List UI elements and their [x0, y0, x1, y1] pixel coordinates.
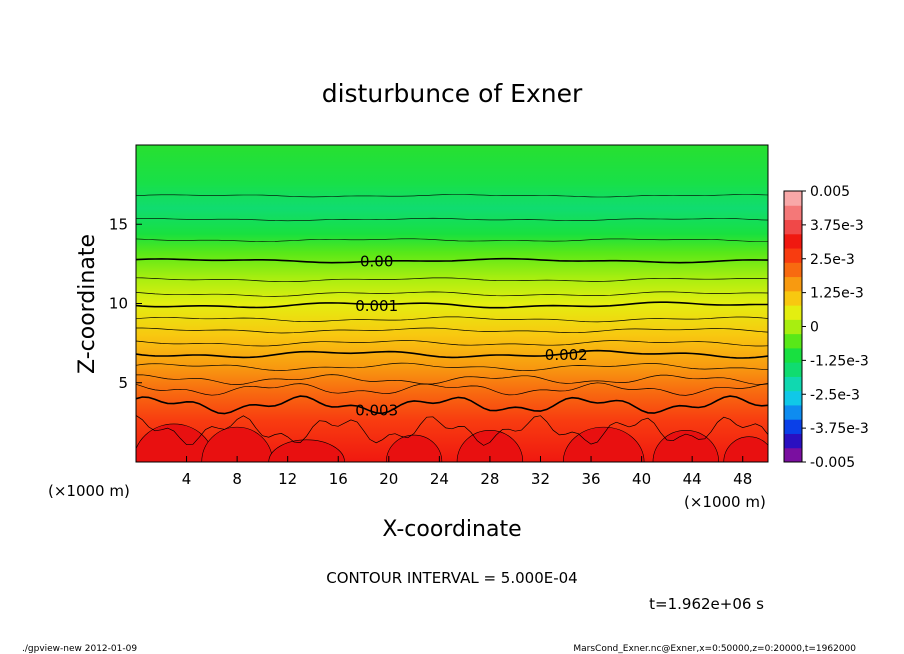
x-tick-label: 48 — [733, 470, 752, 488]
contour-line — [136, 340, 768, 347]
colorbar-label: 2.5e-3 — [810, 252, 855, 268]
contour-label: 0.001 — [355, 297, 398, 315]
contour-interval: CONTOUR INTERVAL = 5.000E-04 — [326, 569, 577, 587]
contour-line — [136, 291, 768, 297]
x-tick-label: 4 — [182, 470, 192, 488]
contour-line — [136, 238, 768, 242]
contour-line — [136, 374, 768, 385]
time-label: t=1.962e+06 s — [649, 595, 764, 613]
x-axis-label: X-coordinate — [382, 517, 521, 542]
contour-line — [136, 277, 768, 283]
colorbar-swatch — [784, 219, 802, 235]
x-tick-label: 24 — [430, 470, 449, 488]
field-shading — [136, 145, 768, 462]
x-unit-right: (×1000 m) — [684, 493, 766, 511]
footer-left: ./gpview-new 2012-01-09 — [22, 644, 137, 654]
chart-title: disturbunce of Exner — [322, 79, 583, 108]
contour-line — [136, 415, 768, 446]
colorbar-label: 3.75e-3 — [810, 218, 864, 234]
colorbar-swatch — [784, 319, 802, 335]
footer-right: MarsCond_Exner.nc@Exner,x=0:50000,z=0:20… — [573, 644, 856, 654]
contour-label: 0.003 — [355, 402, 398, 420]
contour-line — [136, 382, 768, 396]
colorbar-swatch — [784, 233, 802, 249]
y-tick-label: 5 — [118, 374, 128, 392]
x-tick-label: 8 — [232, 470, 242, 488]
colorbar-swatch — [784, 262, 802, 278]
contour-label: 0.002 — [545, 346, 588, 364]
y-axis-label: Z-coordinate — [75, 234, 100, 374]
plot-field — [136, 145, 768, 462]
colorbar-label: -0.005 — [810, 455, 855, 471]
contour-line — [136, 217, 768, 222]
colorbar-label: 0 — [810, 320, 819, 336]
colorbar-swatch — [784, 447, 802, 463]
contour-line — [136, 316, 768, 323]
contour-line — [136, 257, 768, 264]
colorbar-label: -2.5e-3 — [810, 387, 860, 403]
colorbar-swatch — [784, 376, 802, 392]
colorbar-swatch — [784, 276, 802, 292]
contour-line — [136, 362, 768, 371]
contour-line — [136, 327, 768, 334]
colorbar-swatch — [784, 305, 802, 320]
contour-line — [136, 194, 768, 198]
x-tick-label: 36 — [581, 470, 600, 488]
colorbar-swatch — [784, 248, 802, 263]
colorbar-swatch — [784, 362, 802, 377]
x-tick-label: 40 — [632, 470, 651, 488]
contour-label: 0.00 — [360, 253, 393, 271]
high-value-region — [723, 436, 768, 462]
x-tick-label: 28 — [480, 470, 499, 488]
colorbar-label: -1.25e-3 — [810, 353, 869, 369]
colorbar-label: -3.75e-3 — [810, 421, 869, 437]
colorbar-swatch — [784, 404, 802, 420]
colorbar-swatch — [784, 290, 802, 306]
high-value-region — [562, 426, 645, 462]
x-tick-label: 16 — [329, 470, 348, 488]
colorbar-swatch — [784, 390, 802, 406]
high-value-region — [201, 426, 273, 462]
y-tick-label: 15 — [109, 215, 128, 233]
colorbar-swatch — [784, 419, 802, 434]
y-tick-label: 10 — [109, 295, 128, 313]
colorbar-swatch — [784, 191, 802, 206]
colorbar-swatch — [784, 433, 802, 449]
contour-line — [136, 395, 768, 415]
contour-line — [136, 301, 768, 309]
contour-line — [136, 349, 768, 359]
x-unit-left: (×1000 m) — [48, 482, 130, 500]
colorbar-swatch — [784, 333, 802, 349]
x-tick-label: 20 — [379, 470, 398, 488]
colorbar-swatch — [784, 205, 802, 221]
x-tick-label: 32 — [531, 470, 550, 488]
x-tick-label: 44 — [683, 470, 702, 488]
colorbar-swatch — [784, 347, 802, 363]
colorbar-label: 0.005 — [810, 184, 850, 200]
x-tick-label: 12 — [278, 470, 297, 488]
colorbar-label: 1.25e-3 — [810, 286, 864, 302]
